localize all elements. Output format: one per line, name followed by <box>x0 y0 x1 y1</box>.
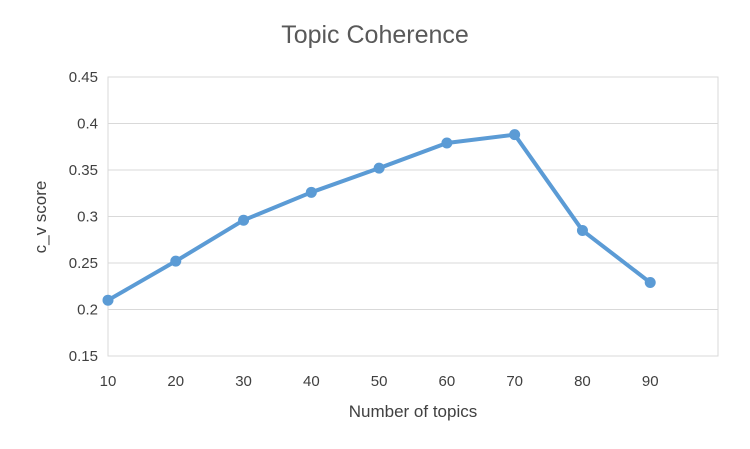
x-axis-ticks: 10 20 30 40 50 60 70 80 90 <box>100 373 659 390</box>
x-axis-label: Number of topics <box>349 402 478 421</box>
data-point <box>576 224 588 236</box>
x-tick-label: 40 <box>303 373 320 390</box>
y-tick-label: 0.3 <box>77 209 98 226</box>
y-tick-label: 0.15 <box>69 348 98 365</box>
x-tick-label: 50 <box>371 373 388 390</box>
data-point <box>305 186 317 198</box>
x-tick-label: 80 <box>574 373 591 390</box>
x-tick-label: 20 <box>167 373 184 390</box>
y-axis-ticks: 0.15 0.2 0.25 0.3 0.35 0.4 0.45 <box>69 69 98 365</box>
x-tick-label: 10 <box>100 373 117 390</box>
plot-area <box>107 76 719 357</box>
data-point <box>170 255 182 267</box>
series-line <box>106 132 653 303</box>
y-tick-label: 0.4 <box>77 116 98 133</box>
data-point <box>509 129 521 141</box>
data-point <box>441 137 453 149</box>
y-tick-label: 0.2 <box>77 302 98 319</box>
chart-title: Topic Coherence <box>281 21 469 49</box>
x-tick-label: 60 <box>439 373 456 390</box>
data-point <box>102 294 114 306</box>
gridlines <box>108 76 718 357</box>
data-point <box>644 277 656 289</box>
data-point <box>373 162 385 174</box>
y-tick-label: 0.35 <box>69 162 98 179</box>
y-axis-label: c_v score <box>31 181 50 254</box>
x-tick-label: 70 <box>506 373 523 390</box>
y-tick-label: 0.25 <box>69 255 98 272</box>
x-tick-label: 30 <box>235 373 252 390</box>
x-tick-label: 90 <box>642 373 659 390</box>
series-layer <box>102 129 656 306</box>
y-tick-label: 0.45 <box>69 69 98 86</box>
data-point <box>238 214 250 226</box>
